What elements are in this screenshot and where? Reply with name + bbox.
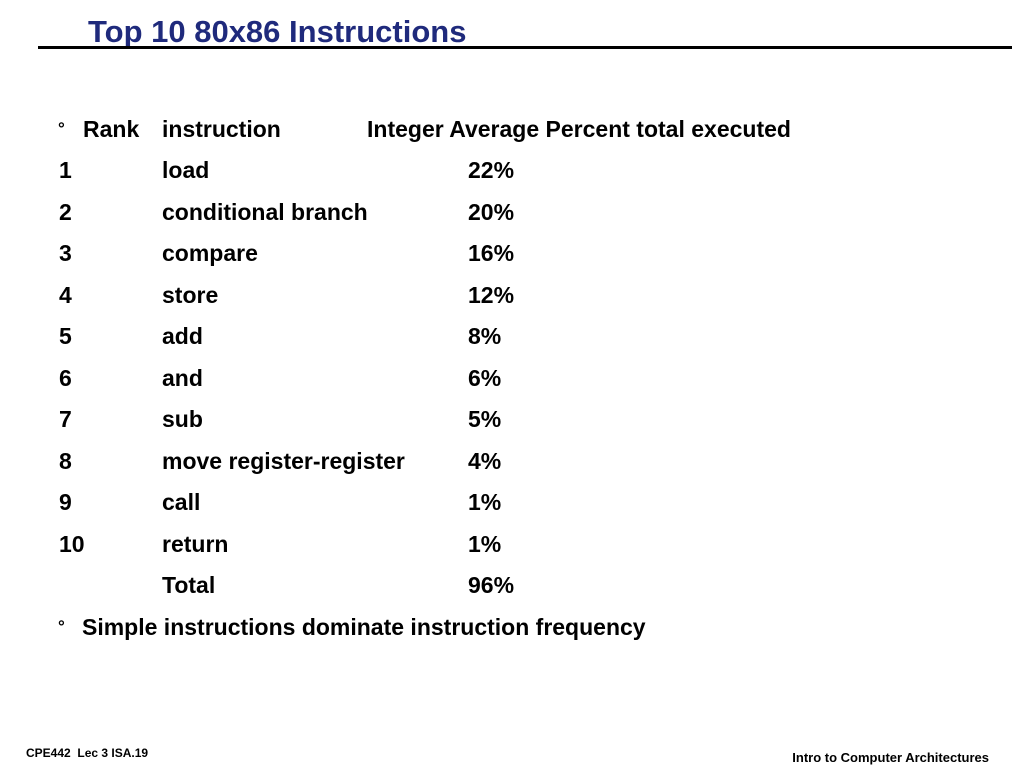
row-instruction: store bbox=[162, 282, 219, 308]
row-percent: 22% bbox=[468, 157, 515, 183]
row-rank: 1 bbox=[59, 157, 72, 183]
row-instruction: move register-register bbox=[162, 448, 405, 474]
header-rank: Rank bbox=[83, 116, 140, 142]
title-underline bbox=[38, 46, 1012, 49]
row-percent: 1% bbox=[468, 489, 502, 515]
row-rank: 5 bbox=[59, 323, 72, 349]
row-instruction: load bbox=[162, 157, 210, 183]
conclusion-bullet: ° bbox=[58, 617, 65, 636]
row-percent: 6% bbox=[468, 365, 502, 391]
header-percent: Integer Average Percent total executed bbox=[367, 116, 791, 142]
row-rank: 8 bbox=[59, 448, 72, 474]
row-percent: 16% bbox=[468, 240, 515, 266]
row-rank: 9 bbox=[59, 489, 72, 515]
total-percent: 96% bbox=[468, 572, 515, 598]
row-rank: 7 bbox=[59, 406, 72, 432]
row-percent: 1% bbox=[468, 531, 502, 557]
header-bullet: ° bbox=[58, 119, 65, 138]
slide-title: Top 10 80x86 Instructions bbox=[88, 14, 467, 49]
row-instruction: conditional branch bbox=[162, 199, 368, 225]
footer-slide-id: CPE442 Lec 3 ISA.19 bbox=[26, 746, 149, 760]
row-percent: 20% bbox=[468, 199, 515, 225]
header-instruction: instruction bbox=[162, 116, 281, 142]
row-instruction: call bbox=[162, 489, 201, 515]
row-percent: 5% bbox=[468, 406, 502, 432]
row-percent: 4% bbox=[468, 448, 502, 474]
row-percent: 8% bbox=[468, 323, 502, 349]
footer-course-name: Intro to Computer Architectures bbox=[792, 750, 989, 765]
row-percent: 12% bbox=[468, 282, 515, 308]
row-instruction: compare bbox=[162, 240, 258, 266]
row-rank: 3 bbox=[59, 240, 72, 266]
row-rank: 4 bbox=[59, 282, 72, 308]
row-instruction: add bbox=[162, 323, 203, 349]
total-label: Total bbox=[162, 572, 216, 598]
conclusion-text: Simple instructions dominate instruction… bbox=[82, 614, 646, 640]
row-instruction: sub bbox=[162, 406, 203, 432]
row-rank: 2 bbox=[59, 199, 72, 225]
row-instruction: return bbox=[162, 531, 229, 557]
row-rank: 10 bbox=[59, 531, 85, 557]
row-rank: 6 bbox=[59, 365, 72, 391]
row-instruction: and bbox=[162, 365, 203, 391]
